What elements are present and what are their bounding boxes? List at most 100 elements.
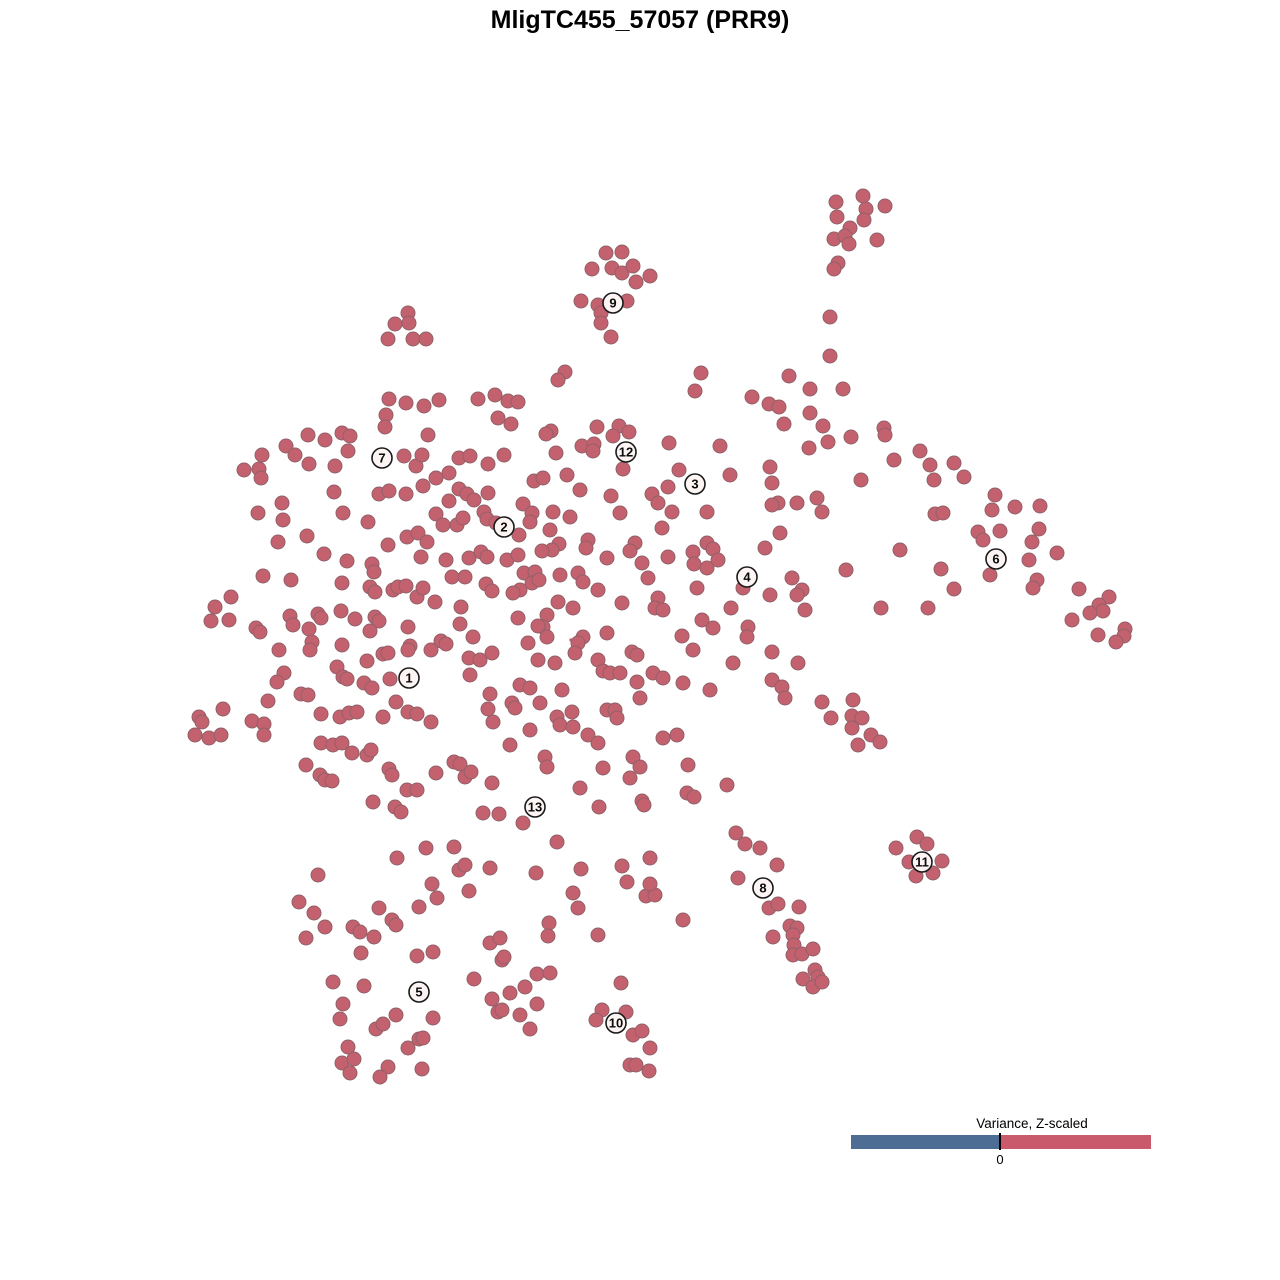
data-point xyxy=(634,555,650,571)
data-point xyxy=(589,419,605,435)
data-point xyxy=(428,470,444,486)
data-point xyxy=(462,448,478,464)
legend-bar-negative xyxy=(851,1135,1000,1149)
data-point xyxy=(365,794,381,810)
cluster-label-5: 5 xyxy=(408,981,430,1003)
data-point xyxy=(621,424,637,440)
data-point xyxy=(522,1021,538,1037)
data-point xyxy=(655,602,671,618)
data-point xyxy=(805,941,821,957)
data-point xyxy=(410,525,426,541)
data-point xyxy=(642,268,658,284)
data-point xyxy=(384,767,400,783)
data-point xyxy=(510,610,526,626)
data-point xyxy=(475,805,491,821)
data-point xyxy=(784,570,800,586)
data-point xyxy=(344,745,360,761)
data-point xyxy=(367,584,383,600)
data-point xyxy=(425,1010,441,1026)
data-point xyxy=(431,392,447,408)
data-point xyxy=(548,445,564,461)
data-point xyxy=(542,965,558,981)
cluster-label-circle xyxy=(684,473,706,495)
data-point xyxy=(603,329,619,345)
data-point xyxy=(702,682,718,698)
data-point xyxy=(409,782,425,798)
cluster-label-10: 10 xyxy=(605,1012,627,1034)
data-point xyxy=(414,1061,430,1077)
data-point xyxy=(317,919,333,935)
data-point xyxy=(1049,545,1065,561)
data-point xyxy=(552,567,568,583)
data-point xyxy=(340,1039,356,1055)
data-point xyxy=(271,642,287,658)
data-point xyxy=(632,759,648,775)
data-point xyxy=(496,949,512,965)
data-point xyxy=(462,667,478,683)
data-point xyxy=(389,850,405,866)
data-point xyxy=(457,857,473,873)
data-point xyxy=(853,472,869,488)
data-point xyxy=(781,368,797,384)
data-point xyxy=(573,293,589,309)
data-point xyxy=(984,502,1000,518)
data-point xyxy=(502,985,518,1001)
data-point xyxy=(686,556,702,572)
data-point xyxy=(347,611,363,627)
data-point xyxy=(565,885,581,901)
data-point xyxy=(642,876,658,892)
data-point xyxy=(934,853,950,869)
data-point xyxy=(640,570,656,586)
data-point xyxy=(387,316,403,332)
data-point xyxy=(765,929,781,945)
data-point xyxy=(380,1059,396,1075)
data-point xyxy=(869,232,885,248)
data-point xyxy=(790,655,806,671)
data-point xyxy=(260,693,276,709)
data-point xyxy=(1090,627,1106,643)
cluster-label-circle xyxy=(752,877,774,899)
legend-title: Variance, Z-scaled xyxy=(976,1116,1088,1131)
data-point xyxy=(843,429,859,445)
data-point xyxy=(609,710,625,726)
data-point xyxy=(655,670,671,686)
data-point-small xyxy=(569,638,573,642)
data-point xyxy=(802,405,818,421)
data-point xyxy=(298,757,314,773)
data-point xyxy=(550,372,566,388)
data-point xyxy=(522,680,538,696)
data-point xyxy=(400,642,416,658)
data-point xyxy=(335,996,351,1012)
data-point xyxy=(739,629,755,645)
data-point xyxy=(356,978,372,994)
data-point xyxy=(530,652,546,668)
data-point xyxy=(287,447,303,463)
data-point xyxy=(545,504,561,520)
data-point xyxy=(416,398,432,414)
data-point xyxy=(215,701,231,717)
data-point xyxy=(470,391,486,407)
data-point xyxy=(815,418,831,434)
cluster-label-13: 13 xyxy=(524,796,546,818)
data-point xyxy=(828,194,844,210)
data-point xyxy=(873,600,889,616)
data-point xyxy=(935,505,951,521)
data-point xyxy=(632,690,648,706)
data-point xyxy=(531,572,547,588)
data-point xyxy=(725,655,741,671)
data-point xyxy=(933,561,949,577)
data-point xyxy=(388,694,404,710)
data-point xyxy=(694,612,710,628)
data-point xyxy=(588,1012,604,1028)
data-point xyxy=(285,617,301,633)
data-point xyxy=(538,426,554,442)
cluster-label-1: 1 xyxy=(398,667,420,689)
cluster-label-number: 11 xyxy=(915,855,929,870)
data-point xyxy=(814,504,830,520)
data-point xyxy=(591,799,607,815)
data-point xyxy=(333,603,349,619)
cluster-label-circle xyxy=(371,447,393,469)
data-point xyxy=(415,580,431,596)
data-point xyxy=(956,469,972,485)
